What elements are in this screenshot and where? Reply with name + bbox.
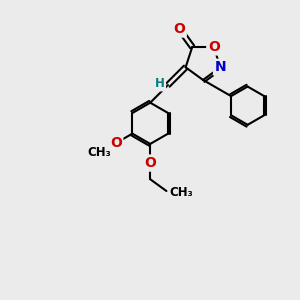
Text: CH₃: CH₃ (87, 146, 111, 159)
Text: CH₃: CH₃ (169, 186, 193, 199)
Text: O: O (173, 22, 185, 36)
Text: N: N (214, 60, 226, 74)
Text: H: H (155, 77, 165, 90)
Text: O: O (208, 40, 220, 54)
Text: O: O (144, 156, 156, 170)
Text: O: O (110, 136, 122, 150)
